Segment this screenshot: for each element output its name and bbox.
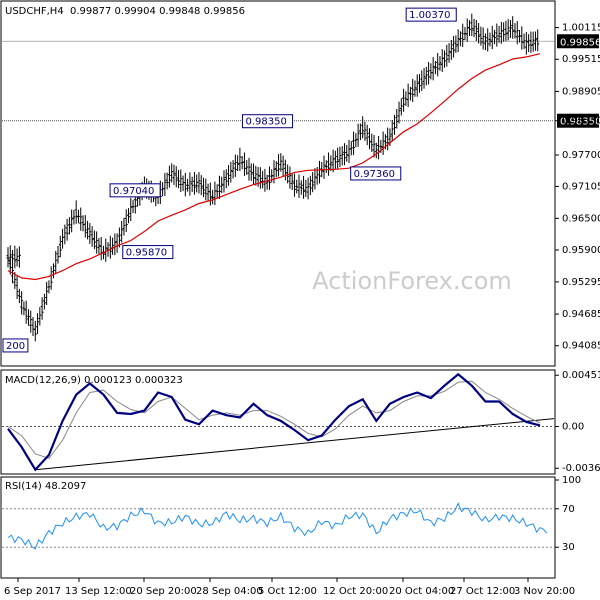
rsi-panel — [0, 476, 556, 579]
rsi-y-tick-label: 70 — [562, 504, 575, 515]
price-y-tick-label: 0.97700 — [562, 150, 600, 161]
price-y-tick-label: 0.95295 — [562, 277, 600, 288]
rsi-title: RSI(14) 48.2097 — [5, 481, 86, 492]
macd-y-tick-label: 0.00 — [562, 422, 584, 433]
price-annotation-box — [2, 338, 29, 353]
price-annotation-box — [109, 183, 161, 198]
price-y-tick-label: 0.94085 — [562, 341, 600, 352]
rsi-line — [7, 502, 548, 550]
price-header-values: 0.99877 0.99904 0.99848 0.99856 — [70, 6, 245, 17]
price-panel — [0, 0, 556, 367]
rsi-y-tick-label: 30 — [562, 542, 575, 553]
macd-y-tick-label: -0.003668 — [562, 463, 600, 474]
x-tick-label: 5 Oct 12:00 — [258, 586, 317, 597]
price-y-tick-label: 1.00115 — [562, 23, 600, 34]
price-annotation-box — [241, 114, 294, 129]
price-annotation-box — [405, 7, 457, 22]
macd-line — [7, 372, 541, 472]
price-annotation-label: 0.98350 — [245, 117, 286, 128]
x-tick-label: 6 Sep 2017 — [4, 586, 61, 597]
price-annotation-label: 0.97040 — [113, 186, 154, 197]
price-y-tick-label: 0.99515 — [562, 54, 600, 65]
current-price-box — [557, 34, 599, 49]
macd-signal-line — [7, 380, 541, 459]
price-annotation-box — [350, 166, 402, 181]
x-tick-label: 3 Nov 20:00 — [514, 586, 575, 597]
x-tick-label: 27 Oct 12:00 — [450, 586, 515, 597]
macd-trendline — [35, 418, 555, 471]
price-title: USDCHF,H4 — [5, 6, 64, 17]
level-price-box — [557, 113, 599, 128]
x-tick-label: 12 Oct 20:00 — [323, 586, 388, 597]
x-tick-label: 20 Oct 04:00 — [389, 586, 454, 597]
price-annotation-label: 1.00370 — [409, 10, 450, 21]
price-annotation-label: 0.97360 — [354, 169, 395, 180]
moving-average-line — [7, 53, 541, 281]
price-annotation-label: 0.95870 — [126, 248, 167, 259]
price-y-tick-label: 0.94685 — [562, 309, 600, 320]
x-tick-label: 20 Sep 20:00 — [130, 586, 197, 597]
current-price-label: 0.99856 — [560, 37, 600, 48]
price-y-tick-label: 0.98905 — [562, 86, 600, 97]
price-y-tick-label: 0.97105 — [562, 181, 600, 192]
macd-y-tick-label: 0.004516 — [562, 370, 600, 381]
level-price-label: 0.98350 — [560, 117, 600, 128]
x-tick-label: 13 Sep 12:00 — [65, 586, 132, 597]
price-y-tick-label: 0.95900 — [562, 245, 600, 256]
x-tick-label: 28 Sep 04:00 — [196, 586, 263, 597]
price-annotation-label: 200 — [6, 341, 25, 352]
macd-title: MACD(12,26,9) 0.000123 0.000323 — [5, 375, 183, 386]
watermark: ActionForex.com — [312, 267, 512, 295]
price-annotation-box — [122, 245, 174, 260]
price-y-tick-label: 0.96500 — [562, 213, 600, 224]
price-y-tick-label: 0.98350 — [562, 116, 600, 127]
rsi-y-tick-label: 100 — [562, 475, 581, 486]
